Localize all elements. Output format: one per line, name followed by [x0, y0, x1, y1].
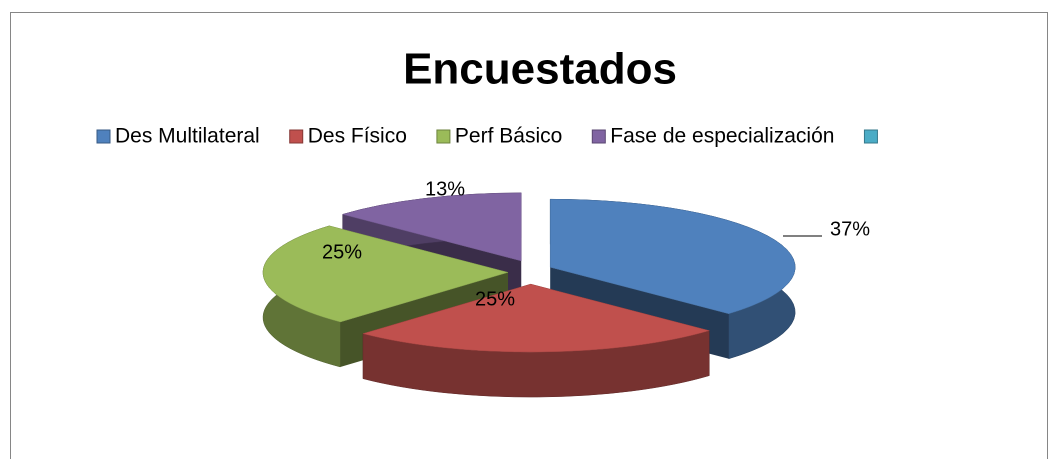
- legend-label: Des Físico: [308, 125, 407, 148]
- slice-top: [341, 192, 522, 262]
- data-label: 37%: [830, 218, 870, 240]
- slice: [362, 283, 711, 398]
- data-label: 13%: [425, 178, 465, 200]
- chart-title: Encuestados: [403, 45, 677, 94]
- legend-swatch: [436, 129, 451, 144]
- data-label: 25%: [322, 241, 362, 263]
- slice-top: [549, 198, 796, 315]
- slice-top: [262, 225, 509, 323]
- legend-label: Des Multilateral: [115, 125, 260, 148]
- legend-label: Fase de especialización: [610, 125, 834, 148]
- legend-label: Perf Básico: [455, 125, 562, 148]
- legend-swatch: [863, 129, 878, 144]
- data-label: 25%: [475, 288, 515, 310]
- slice-top: [362, 283, 711, 353]
- legend-swatch: [289, 129, 304, 144]
- legend-swatch: [591, 129, 606, 144]
- legend-swatch: [96, 129, 111, 144]
